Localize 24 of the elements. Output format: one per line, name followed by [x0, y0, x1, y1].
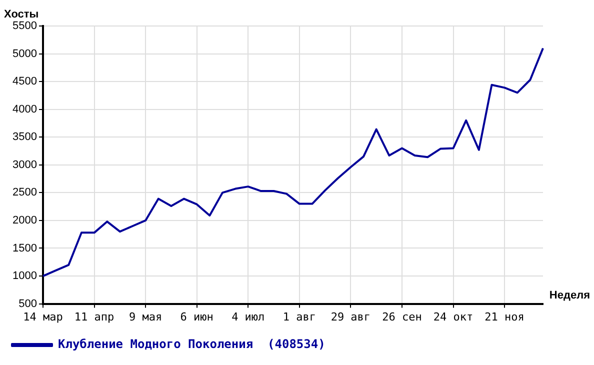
x-tick-label: 24 окт — [433, 310, 474, 324]
x-tick-label: 9 мая — [129, 310, 162, 324]
y-tick-label: 3000 — [12, 158, 37, 171]
x-tick-label: 14 мар — [23, 310, 63, 324]
y-tick-label: 500 — [18, 298, 37, 310]
x-axis-title: Неделя — [549, 289, 590, 302]
y-axis-title: Хосты — [4, 8, 39, 21]
legend-label: Клубление Модного Поколения (408534) — [58, 337, 326, 352]
y-tick-label: 2500 — [12, 186, 37, 199]
x-tick-label: 21 ноя — [484, 310, 524, 324]
y-tick-label: 5000 — [12, 48, 37, 60]
x-tick-label: 11 апр — [74, 310, 114, 324]
y-tick-label: 3500 — [12, 131, 37, 144]
y-tick-label: 1000 — [12, 270, 37, 282]
y-tick-label: 4000 — [12, 103, 37, 116]
y-tick-label: 2000 — [12, 214, 37, 226]
y-tick-label: 1500 — [12, 242, 37, 254]
y-tick-label: 4500 — [12, 76, 37, 88]
x-tick-label: 1 авг — [282, 310, 316, 324]
x-tick-label: 26 сен — [382, 310, 422, 324]
x-tick-label: 4 июл — [232, 310, 265, 324]
x-tick-label: 29 авг — [330, 310, 371, 324]
x-tick-label: 6 июн — [180, 310, 214, 324]
y-tick-label: 5500 — [12, 20, 37, 32]
